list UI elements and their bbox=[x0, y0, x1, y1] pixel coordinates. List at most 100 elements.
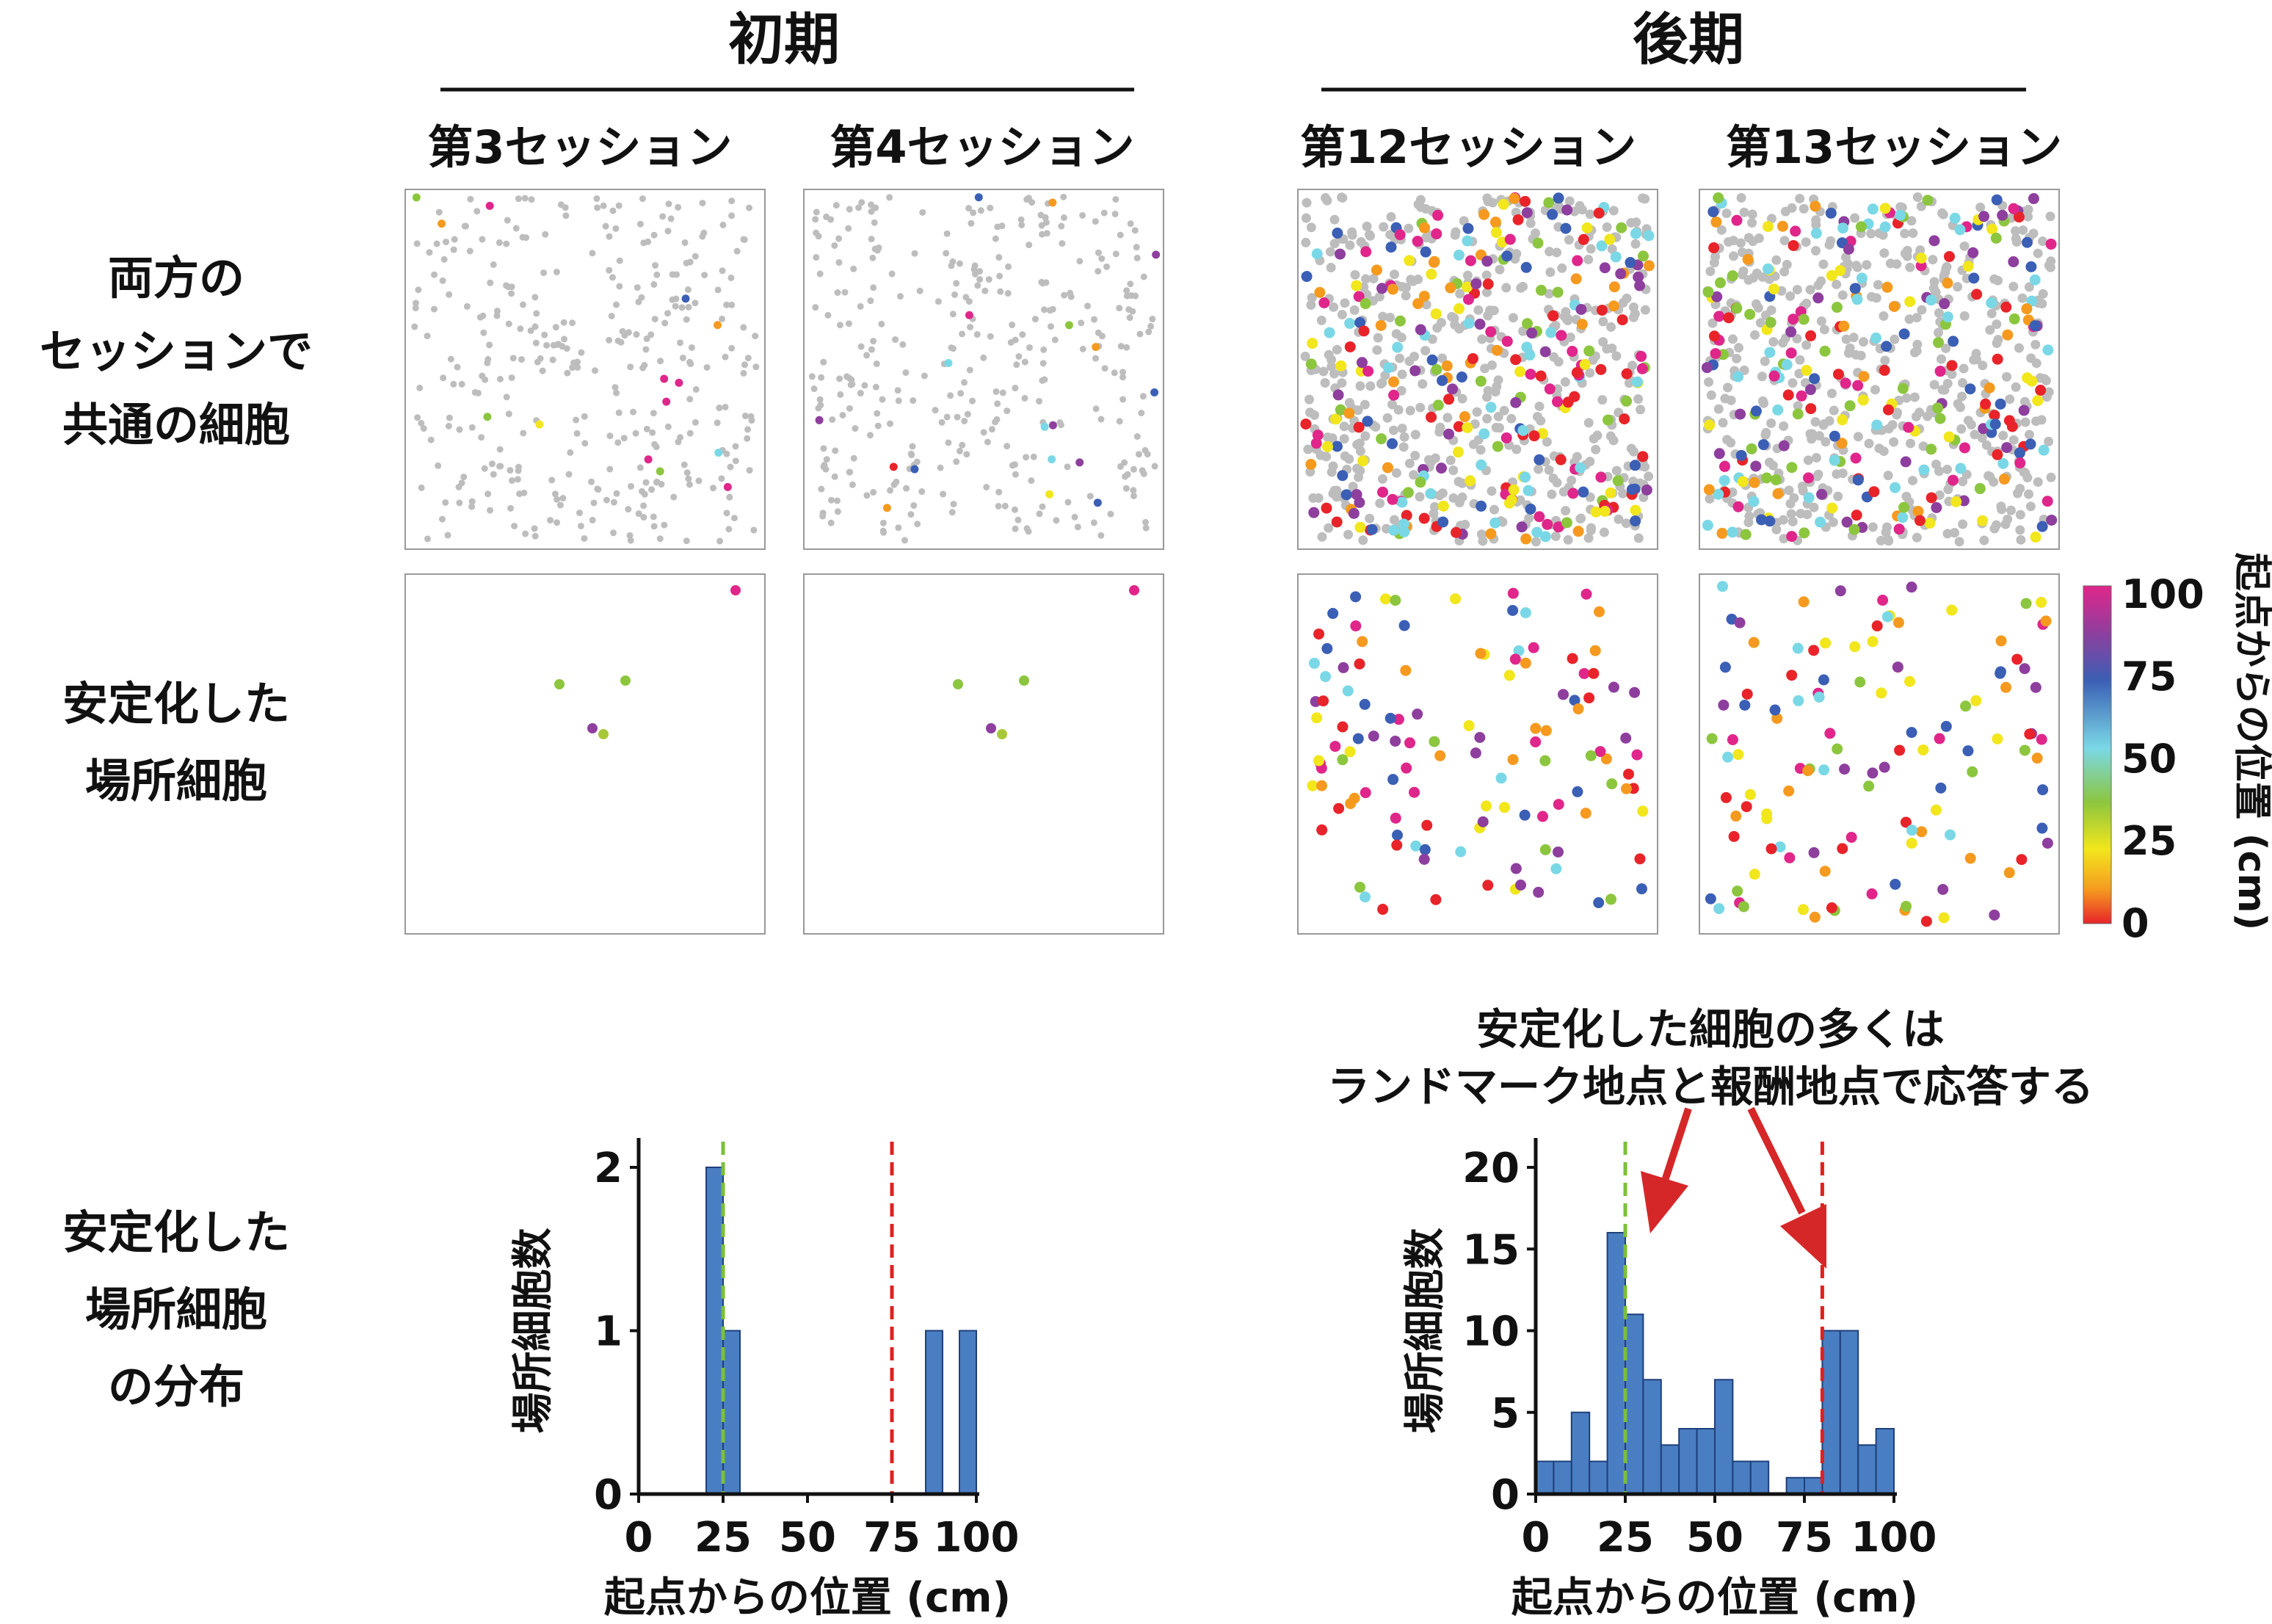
cell-dot bbox=[683, 469, 691, 476]
cell-dot bbox=[1633, 394, 1644, 405]
cell-dot bbox=[522, 530, 529, 537]
cell-dot bbox=[1879, 203, 1891, 214]
cell-dot bbox=[1900, 816, 1912, 828]
cell-dot bbox=[1361, 274, 1371, 284]
cell-dot bbox=[1858, 337, 1868, 347]
cell-dot bbox=[1713, 903, 1725, 915]
cell-dot bbox=[1477, 816, 1489, 827]
session-4-label: 第4セッション bbox=[830, 120, 1134, 174]
cell-dot bbox=[1962, 745, 1974, 757]
cell-dot bbox=[1718, 418, 1728, 428]
cell-dot bbox=[664, 310, 672, 317]
cell-dot bbox=[1746, 443, 1757, 454]
cell-dot bbox=[1311, 712, 1323, 724]
group-early-label: 初期 bbox=[728, 7, 840, 72]
cell-dot bbox=[1377, 474, 1387, 484]
cell-dot bbox=[2033, 248, 2043, 258]
cell-dot bbox=[1539, 755, 1551, 766]
cell-dot bbox=[1850, 213, 1860, 223]
cell-dot bbox=[1912, 192, 1923, 203]
cell-dot bbox=[1718, 475, 1730, 487]
cell-dot bbox=[1826, 502, 1838, 514]
cell-dot bbox=[1857, 394, 1869, 406]
annotation-line-2: ランドマーク地点と報酬地点で応答する bbox=[1327, 1062, 2094, 1112]
cell-dot bbox=[1761, 813, 1773, 824]
cell-dot bbox=[1535, 284, 1547, 296]
cell-dot bbox=[1476, 500, 1487, 512]
cell-dot bbox=[1799, 203, 1809, 214]
cell-dot bbox=[1510, 396, 1522, 408]
cell-dot bbox=[2000, 301, 2012, 313]
cell-dot bbox=[1413, 275, 1423, 285]
cell-dot bbox=[420, 425, 427, 432]
cell-dot bbox=[2036, 415, 2047, 425]
cell-dot bbox=[1447, 383, 1459, 395]
y-axis-label: 場所細胞数 bbox=[509, 1228, 557, 1434]
cell-dot bbox=[1837, 290, 1848, 300]
cell-dot bbox=[1739, 699, 1751, 711]
cell-dot bbox=[2035, 385, 2047, 396]
cell-dot bbox=[493, 308, 501, 315]
cell-dot bbox=[1703, 484, 1715, 496]
cell-dot bbox=[1629, 446, 1639, 457]
cell-dot bbox=[1562, 396, 1574, 408]
x-axis-label: 起点からの位置 (cm) bbox=[1511, 1574, 1918, 1622]
cell-dot bbox=[1311, 248, 1323, 260]
cell-dot bbox=[1596, 240, 1608, 252]
cell-dot bbox=[973, 331, 981, 338]
cell-dot bbox=[1071, 513, 1078, 521]
cell-dot bbox=[627, 537, 634, 544]
histogram-bar bbox=[1749, 1460, 1770, 1495]
cell-dot bbox=[1744, 789, 1756, 800]
cell-dot bbox=[1327, 433, 1338, 443]
cell-dot bbox=[1989, 410, 2000, 421]
cell-dot bbox=[1824, 728, 1836, 739]
cell-dot bbox=[2044, 436, 2054, 446]
histogram-bar bbox=[1535, 1460, 1555, 1495]
cell-dot bbox=[1338, 661, 1349, 673]
cell-dot bbox=[1528, 642, 1539, 653]
cell-dot bbox=[1339, 421, 1349, 432]
cell-dot bbox=[714, 419, 721, 427]
cell-dot bbox=[1906, 727, 1917, 739]
cell-dot bbox=[1139, 467, 1146, 474]
cell-dot bbox=[1585, 457, 1595, 467]
cell-dot bbox=[551, 490, 559, 498]
cell-dot bbox=[1943, 250, 1955, 262]
cell-dot bbox=[1475, 375, 1487, 387]
cell-dot bbox=[1953, 399, 1963, 409]
cell-dot bbox=[980, 354, 987, 361]
cell-dot bbox=[1339, 434, 1349, 444]
cell-dot bbox=[456, 499, 463, 507]
cell-dot bbox=[1305, 458, 1317, 470]
cell-dot bbox=[746, 467, 753, 474]
cell-dot bbox=[832, 202, 840, 209]
cell-dot bbox=[1765, 316, 1776, 328]
cell-dot bbox=[1786, 531, 1798, 543]
cell-dot bbox=[886, 194, 893, 201]
cell-dot bbox=[1764, 457, 1774, 468]
cell-dot bbox=[620, 675, 631, 686]
cell-dot bbox=[616, 283, 623, 290]
cell-dot bbox=[948, 509, 956, 516]
cell-dot bbox=[1991, 520, 2001, 530]
cell-dot bbox=[527, 327, 534, 334]
cell-dot bbox=[1812, 292, 1824, 304]
cell-dot bbox=[1622, 293, 1632, 303]
cell-dot bbox=[1123, 287, 1130, 294]
cell-dot bbox=[1727, 334, 1738, 344]
cell-dot bbox=[723, 510, 730, 517]
cell-dot bbox=[1310, 438, 1322, 449]
cell-dot bbox=[1537, 811, 1549, 822]
cell-dot bbox=[664, 423, 672, 430]
cell-dot bbox=[1556, 330, 1567, 341]
cell-dot bbox=[2011, 233, 2021, 244]
cell-dot bbox=[1906, 216, 1917, 226]
cell-dot bbox=[643, 425, 650, 432]
cell-dot bbox=[1892, 407, 1903, 418]
cell-dot bbox=[1904, 314, 1914, 325]
cell-dot bbox=[716, 405, 723, 412]
cell-dot bbox=[1353, 291, 1365, 302]
cell-dot bbox=[532, 339, 540, 347]
cell-dot bbox=[1390, 595, 1401, 606]
